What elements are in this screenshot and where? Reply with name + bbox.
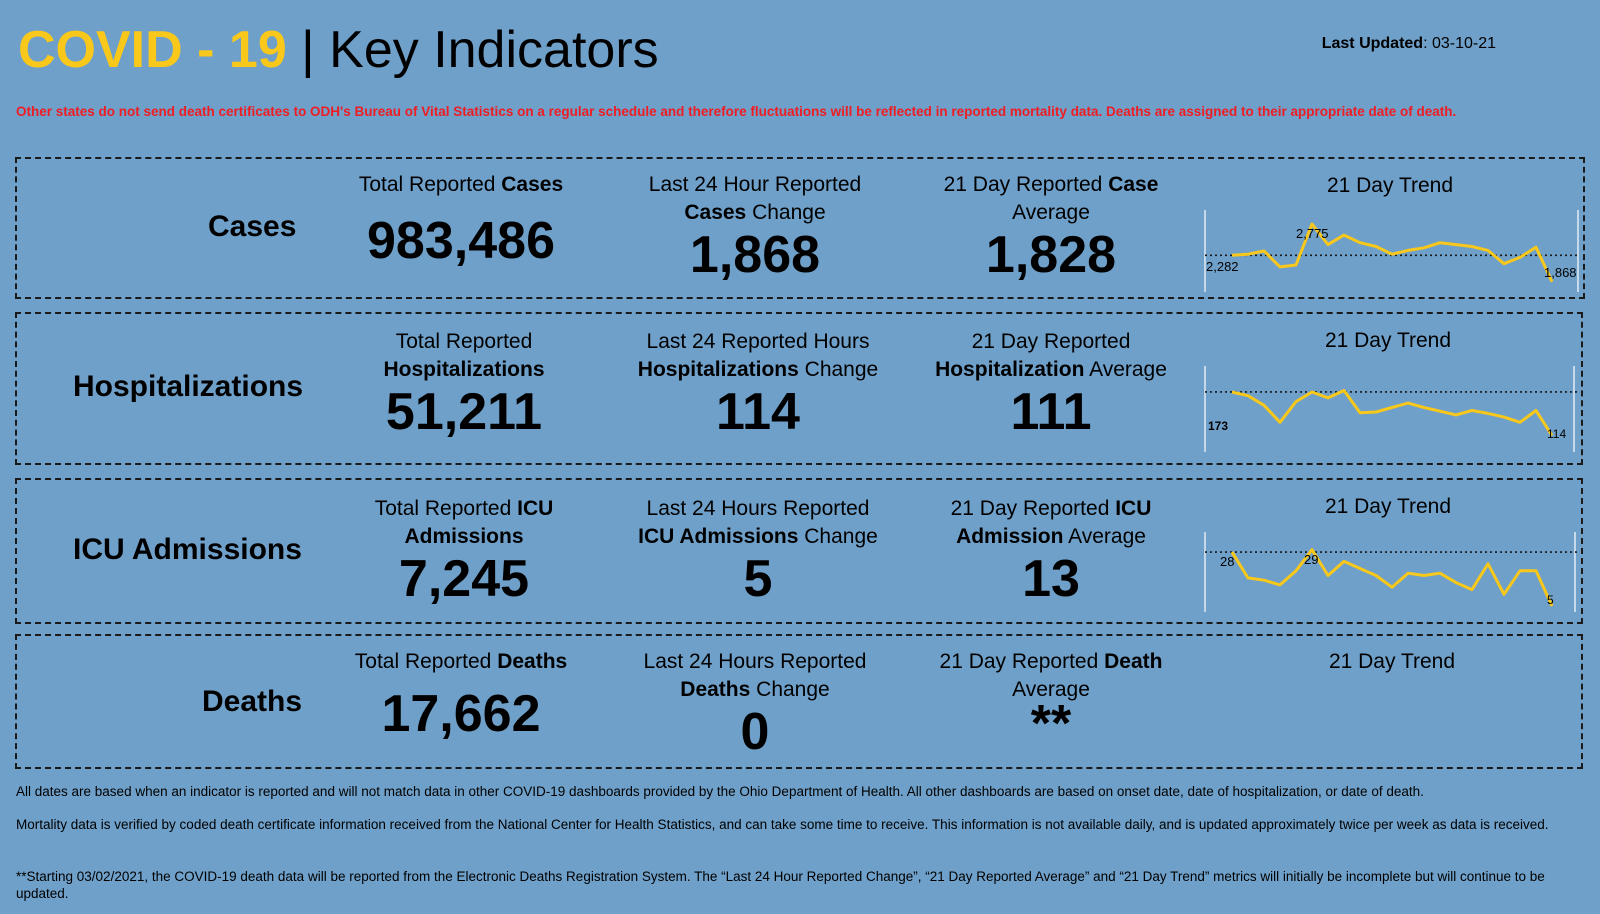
cases-trend-start-label: 2,282 bbox=[1206, 259, 1239, 274]
icu-change-head-bold: ICU Admissions bbox=[638, 525, 799, 548]
cases-change-head-bold: Cases bbox=[684, 201, 747, 224]
hosp-change-head: Last 24 Reported Hours bbox=[646, 330, 870, 353]
cases-change-head: Last 24 Hour Reported bbox=[648, 173, 862, 196]
hospitalizations-label: Hospitalizations bbox=[73, 370, 304, 403]
icu-trend-end-label: 5 bbox=[1547, 593, 1554, 607]
page-title: COVID - 19 | Key Indicators bbox=[18, 18, 659, 82]
hospitalizations-change: Last 24 Reported Hours Hospitalizations C… bbox=[613, 328, 903, 440]
cases-trend-chart bbox=[1204, 210, 1579, 292]
cases-total: Total Reported Cases 983,486 bbox=[316, 171, 606, 269]
deaths-avg-head-line2: Average bbox=[1012, 678, 1090, 701]
icu-trend-line bbox=[1230, 548, 1554, 607]
icu-avg-head: 21 Day Reported bbox=[950, 497, 1116, 520]
icu-total-head-bold: ICU bbox=[517, 497, 554, 520]
hospitalizations-total: Total Reported Hospitalizations 51,211 bbox=[319, 328, 609, 440]
icu-trend-peak-label: 29 bbox=[1304, 552, 1319, 567]
title-subtitle: Key Indicators bbox=[329, 21, 659, 79]
mortality-warning: Other states do not send death certifica… bbox=[16, 104, 1457, 119]
deaths-total: Total Reported Deaths 17,662 bbox=[316, 648, 606, 742]
deaths-avg-head: 21 Day Reported bbox=[939, 650, 1105, 673]
cases-avg-head-bold: Case bbox=[1108, 173, 1159, 196]
deaths-total-head: Total Reported bbox=[354, 650, 498, 673]
deaths-change-head: Last 24 Hours Reported bbox=[643, 650, 867, 673]
hosp-total-head-bold: Hospitalizations bbox=[383, 358, 545, 381]
icu-change-value: 5 bbox=[743, 550, 773, 608]
icu-average-value: 13 bbox=[1022, 550, 1080, 608]
icu-trend-title: 21 Day Trend bbox=[1324, 495, 1452, 518]
deaths-change: Last 24 Hours Reported Deaths Change 0 bbox=[610, 648, 900, 760]
icu-panel bbox=[15, 478, 1583, 624]
cases-trend-end-label: 1,868 bbox=[1544, 265, 1577, 280]
icu-change-head-post: Change bbox=[798, 525, 878, 548]
title-covid: COVID - 19 bbox=[18, 21, 287, 79]
hosp-avg-head-post: Average bbox=[1084, 358, 1167, 381]
hospitalizations-trend-start-label: 173 bbox=[1208, 419, 1229, 433]
icu-total: Total Reported ICU Admissions 7,245 bbox=[319, 495, 609, 607]
cases-avg-head: 21 Day Reported bbox=[943, 173, 1109, 196]
hospitalizations-change-value: 114 bbox=[716, 383, 800, 441]
deaths-change-head-bold: Deaths bbox=[680, 678, 751, 701]
hosp-change-head-post: Change bbox=[798, 358, 879, 381]
icu-avg-head-bold2: Admission bbox=[956, 525, 1064, 548]
icu-total-head: Total Reported bbox=[374, 497, 518, 520]
cases-panel bbox=[15, 157, 1585, 299]
deaths-total-value: 17,662 bbox=[381, 685, 541, 743]
deaths-trend-title: 21 Day Trend bbox=[1328, 650, 1456, 673]
cases-change: Last 24 Hour Reported Cases Change 1,868 bbox=[610, 171, 900, 283]
icu-label: ICU Admissions bbox=[73, 533, 302, 566]
deaths-panel bbox=[15, 634, 1583, 769]
icu-trend-chart bbox=[1204, 532, 1578, 612]
hospitalizations-trend-end-label: 114 bbox=[1547, 427, 1567, 441]
cases-total-head-bold: Cases bbox=[501, 173, 564, 196]
cases-total-value: 983,486 bbox=[367, 212, 555, 270]
cases-change-head-post: Change bbox=[746, 201, 826, 224]
cases-trend-title: 21 Day Trend bbox=[1326, 174, 1454, 197]
icu-trend-start-label: 28 bbox=[1220, 554, 1235, 569]
cases-trend-peak-label: 2,775 bbox=[1296, 226, 1329, 241]
cases-label: Cases bbox=[208, 210, 297, 243]
hospitalizations-average-value: 111 bbox=[1010, 383, 1092, 441]
icu-avg-head-post: Average bbox=[1063, 525, 1146, 548]
hosp-change-head-bold: Hospitalizations bbox=[637, 358, 799, 381]
last-updated-label: Last Updated bbox=[1321, 35, 1424, 52]
icu-total-value: 7,245 bbox=[398, 550, 530, 608]
last-updated: Last Updated: 03-10-21 bbox=[1322, 35, 1496, 53]
cases-average: 21 Day Reported Case Average 1,828 bbox=[906, 171, 1196, 283]
last-updated-value: : 03-10-21 bbox=[1423, 35, 1496, 52]
hosp-avg-head-bold: Hospitalization bbox=[935, 358, 1085, 381]
hosp-total-head: Total Reported bbox=[395, 330, 533, 353]
cases-average-value: 1,828 bbox=[985, 226, 1117, 284]
footnote-mortality: Mortality data is verified by coded deat… bbox=[16, 817, 1549, 832]
footnote-edrs: **Starting 03/02/2021, the COVID-19 deat… bbox=[16, 869, 1545, 901]
deaths-label: Deaths bbox=[202, 685, 303, 718]
icu-average: 21 Day Reported ICU Admission Average 13 bbox=[906, 495, 1196, 607]
icu-change-head: Last 24 Hours Reported bbox=[646, 497, 870, 520]
cases-trend-line bbox=[1231, 222, 1554, 283]
deaths-average: 21 Day Reported Death Average ** bbox=[906, 648, 1196, 753]
hospitalizations-trend-chart bbox=[1204, 366, 1578, 452]
cases-change-value: 1,868 bbox=[689, 226, 821, 284]
page-header: COVID - 19 | Key Indicators bbox=[18, 18, 659, 82]
cases-total-head: Total Reported bbox=[358, 173, 502, 196]
hospitalizations-trend-title: 21 Day Trend bbox=[1324, 329, 1452, 352]
hospitalizations-average: 21 Day Reported Hospitalization Average 1… bbox=[903, 328, 1199, 440]
deaths-change-value: 0 bbox=[740, 703, 770, 761]
deaths-average-value: ** bbox=[1030, 695, 1072, 753]
icu-avg-head-bold: ICU bbox=[1115, 497, 1152, 520]
hospitalizations-panel bbox=[15, 312, 1583, 465]
title-separator: | bbox=[286, 21, 330, 79]
icu-change: Last 24 Hours Reported ICU Admissions Cha… bbox=[613, 495, 903, 607]
icu-total-head-bold2: Admissions bbox=[404, 525, 524, 548]
deaths-change-head-post: Change bbox=[750, 678, 830, 701]
footnote-dates: All dates are based when an indicator is… bbox=[16, 784, 1424, 799]
hosp-trend-line bbox=[1231, 389, 1554, 437]
deaths-total-head-bold: Deaths bbox=[497, 650, 568, 673]
hosp-avg-head: 21 Day Reported bbox=[971, 330, 1131, 353]
deaths-avg-head-bold: Death bbox=[1104, 650, 1163, 673]
cases-avg-head-line2: Average bbox=[1012, 201, 1090, 224]
hospitalizations-total-value: 51,211 bbox=[385, 383, 543, 441]
